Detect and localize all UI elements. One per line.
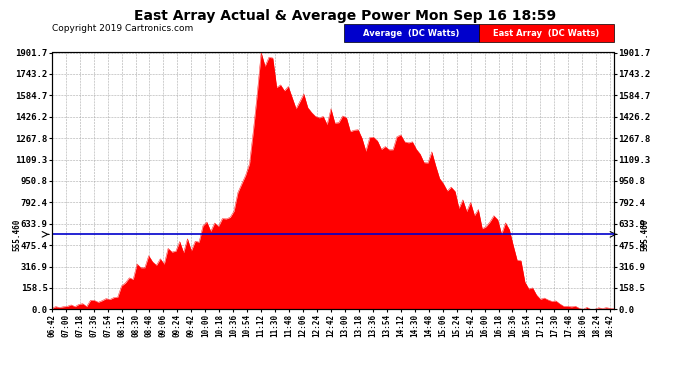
Text: East Array  (DC Watts): East Array (DC Watts) <box>493 29 600 38</box>
Text: Copyright 2019 Cartronics.com: Copyright 2019 Cartronics.com <box>52 24 193 33</box>
Text: East Array Actual & Average Power Mon Sep 16 18:59: East Array Actual & Average Power Mon Se… <box>134 9 556 23</box>
Text: 555.460: 555.460 <box>640 218 649 250</box>
Text: Average  (DC Watts): Average (DC Watts) <box>364 29 460 38</box>
Text: 555.460: 555.460 <box>12 218 21 250</box>
